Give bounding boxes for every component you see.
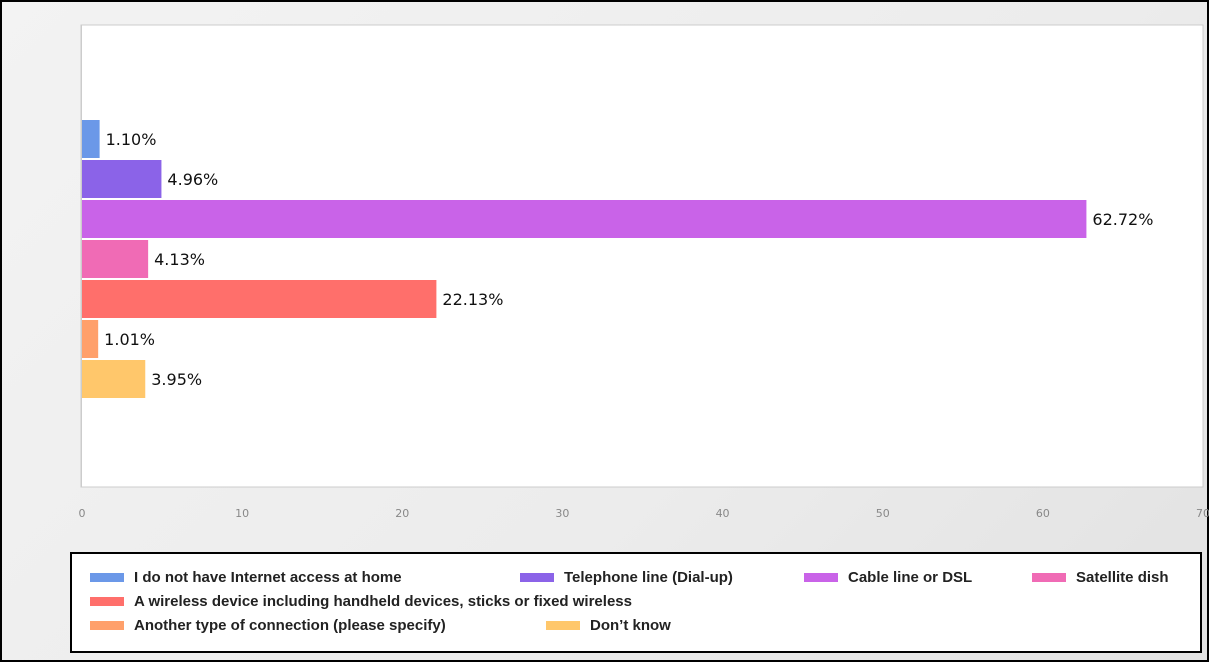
bar-value-label-2: 4.96% <box>167 170 218 189</box>
legend-item-wireless-device: A wireless device including handheld dev… <box>90 590 632 612</box>
legend-swatch <box>90 621 124 630</box>
legend-label: A wireless device including handheld dev… <box>134 593 632 610</box>
x-tick-label-70: 70 <box>1196 507 1209 520</box>
legend-swatch <box>546 621 580 630</box>
legend-item-telephone-line: Telephone line (Dial-up) <box>520 566 733 588</box>
bar-value-label-7: 3.95% <box>151 370 202 389</box>
bar-6 <box>82 320 98 358</box>
legend-item-dont-know: Don’t know <box>546 614 671 636</box>
legend-label: I do not have Internet access at home <box>134 569 402 586</box>
bar-5 <box>82 280 436 318</box>
x-tick-labels-group: 0 10 20 30 40 50 60 70 <box>79 507 1209 520</box>
plot-area <box>81 25 1203 487</box>
legend-item-no-internet: I do not have Internet access at home <box>90 566 402 588</box>
legend-item-cable-dsl: Cable line or DSL <box>804 566 972 588</box>
x-tick-label-60: 60 <box>1036 507 1050 520</box>
x-tick-label-0: 0 <box>79 507 86 520</box>
bar-1 <box>82 120 100 158</box>
x-tick-label-40: 40 <box>716 507 730 520</box>
legend-swatch <box>520 573 554 582</box>
legend-item-another-type: Another type of connection (please speci… <box>90 614 446 636</box>
bar-7 <box>82 360 145 398</box>
bar-value-label-6: 1.01% <box>104 330 155 349</box>
legend-swatch <box>90 597 124 606</box>
bar-value-label-4: 4.13% <box>154 250 205 269</box>
legend-label: Telephone line (Dial-up) <box>564 569 733 586</box>
x-tick-label-30: 30 <box>555 507 569 520</box>
legend-label: Another type of connection (please speci… <box>134 617 446 634</box>
bar-2 <box>82 160 161 198</box>
legend-row-3: Another type of connection (please speci… <box>72 614 1200 636</box>
bar-value-label-1: 1.10% <box>106 130 157 149</box>
legend-swatch <box>90 573 124 582</box>
legend-label: Cable line or DSL <box>848 569 972 586</box>
x-tick-label-50: 50 <box>876 507 890 520</box>
bar-3 <box>82 200 1086 238</box>
legend-label: Satellite dish <box>1076 569 1169 586</box>
bar-value-label-3: 62.72% <box>1092 210 1153 229</box>
legend-item-satellite-dish: Satellite dish <box>1032 566 1169 588</box>
legend: I do not have Internet access at home Te… <box>70 552 1202 653</box>
legend-label: Don’t know <box>590 617 671 634</box>
legend-swatch <box>1032 573 1066 582</box>
bar-4 <box>82 240 148 278</box>
legend-swatch <box>804 573 838 582</box>
legend-row-2: A wireless device including handheld dev… <box>72 590 1200 612</box>
bar-value-label-5: 22.13% <box>442 290 503 309</box>
x-tick-label-20: 20 <box>395 507 409 520</box>
legend-row-1: I do not have Internet access at home Te… <box>72 566 1200 588</box>
x-tick-label-10: 10 <box>235 507 249 520</box>
